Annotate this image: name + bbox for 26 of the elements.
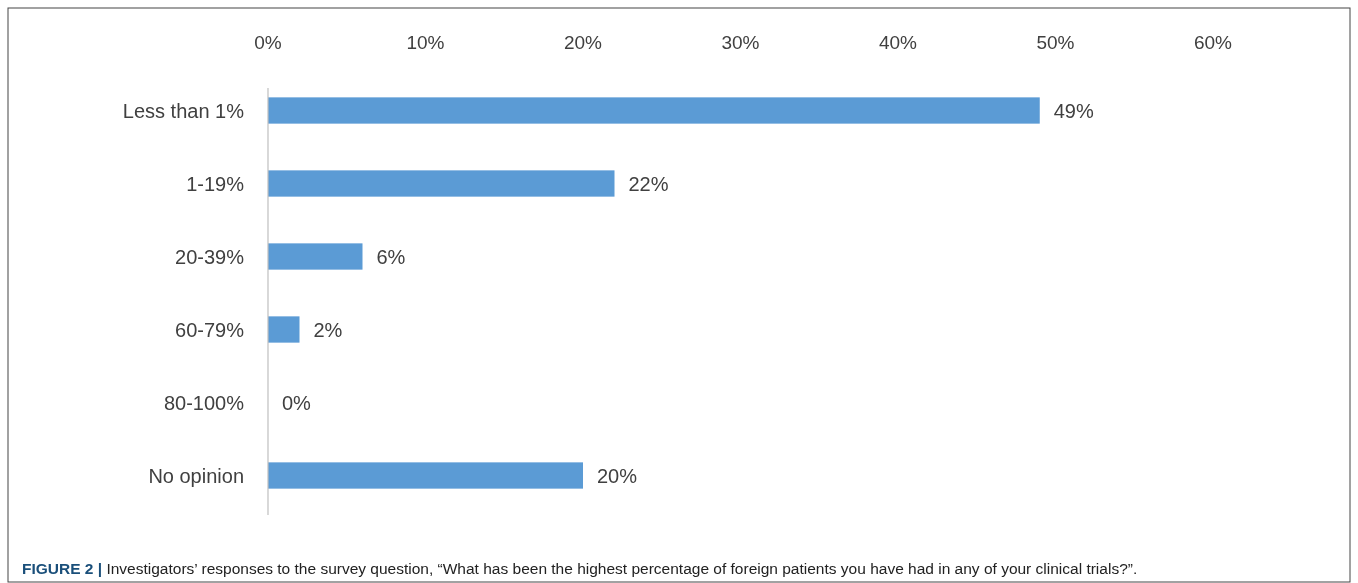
bar (268, 243, 363, 270)
y-tick-label: 20-39% (175, 245, 245, 268)
x-tick-label: 30% (721, 32, 760, 53)
x-tick-label: 20% (563, 32, 603, 53)
y-tick-label: 1-19% (186, 172, 245, 195)
data-label: 49% (1053, 99, 1094, 122)
data-label: 2% (313, 318, 343, 341)
x-tick-label: 50% (1036, 32, 1075, 53)
y-tick-label: No opinion (148, 464, 244, 487)
data-label: 6% (376, 245, 406, 268)
data-label: 20% (597, 464, 638, 487)
y-tick-label: Less than 1% (122, 99, 245, 122)
x-tick-label: 60% (1193, 32, 1233, 53)
bar (268, 316, 300, 343)
y-tick-label: 60-79% (175, 318, 245, 341)
y-tick-label: 80-100% (163, 391, 245, 414)
data-label: 22% (628, 172, 669, 195)
bar (268, 462, 583, 489)
caption: FIGURE 2 | (22, 560, 103, 577)
x-tick-label: 40% (878, 32, 918, 53)
x-tick-label: 10% (406, 32, 445, 53)
x-tick-label: 0% (254, 32, 282, 53)
text: Investigators’ responses to the survey question, “What has been the highest percentage of foreign patients you have had in any of your clinical trials?”. (102, 560, 1138, 577)
data-label: 0% (282, 391, 312, 414)
bar (268, 97, 1040, 124)
bar (268, 170, 615, 197)
